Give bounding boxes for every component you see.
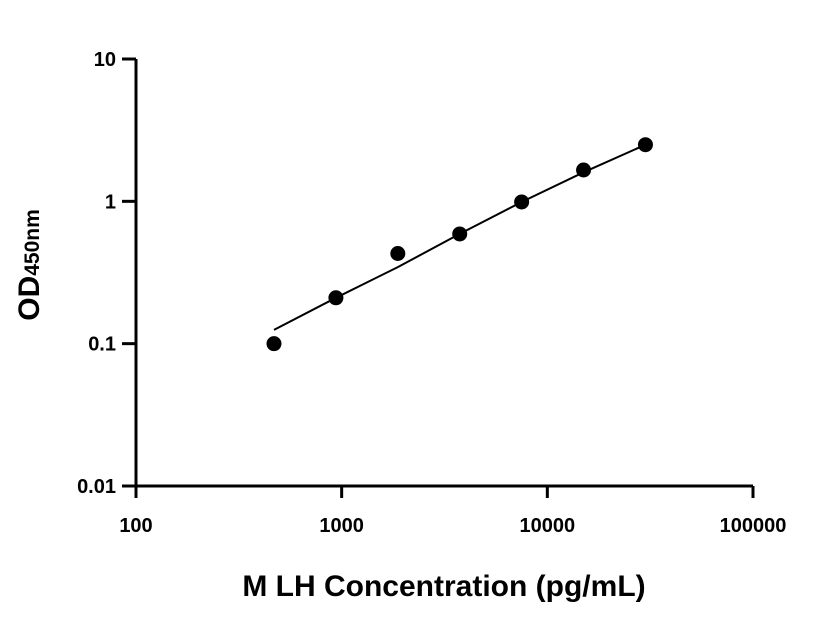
y-tick-label-2: 1 [105,191,116,213]
x-axis-title: M LH Concentration (pg/mL) [242,570,645,603]
axes [134,59,753,488]
points-group [266,137,653,352]
y-axis-title-main: OD [13,276,46,321]
data-point-4 [514,194,530,210]
x-tick-label-0: 100 [119,515,152,537]
data-point-3 [452,226,468,242]
data-point-0 [266,336,282,352]
y-axis-title-subscript: 450nm [21,209,44,276]
y-tick-label-1: 0.1 [88,334,116,356]
ticks: 100 1000 10000 100000 0.01 0.1 1 10 [77,49,786,537]
y-tick-label-0: 0.01 [77,476,116,498]
x-tick-label-2: 10000 [520,515,576,537]
x-tick-label-1: 1000 [319,515,364,537]
data-point-5 [576,162,592,178]
data-point-2 [390,246,406,262]
y-axis-title: OD450nm [13,209,46,321]
data-point-1 [328,290,344,306]
y-tick-label-3: 10 [94,49,116,71]
x-tick-label-3: 100000 [720,515,787,537]
data-point-6 [637,137,653,153]
